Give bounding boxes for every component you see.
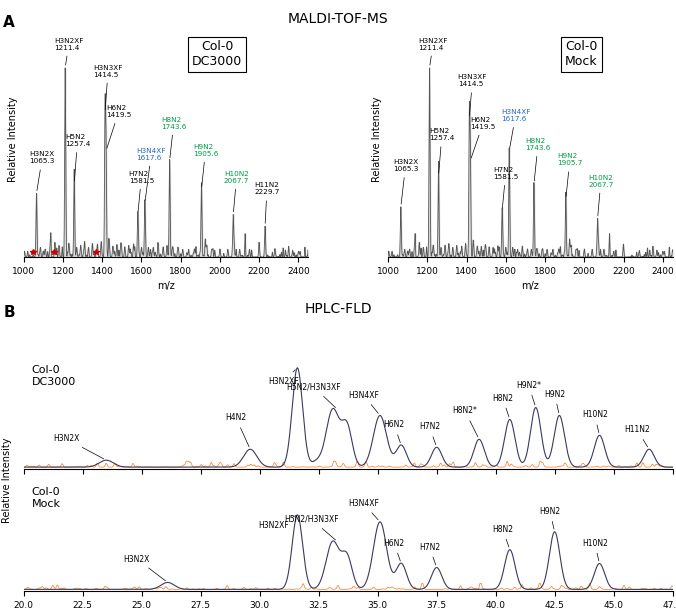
Text: HPLC-FLD: HPLC-FLD [304,302,372,316]
Text: H3N4XF: H3N4XF [348,391,379,413]
Text: H5N2/H3N3XF: H5N2/H3N3XF [284,515,339,540]
Text: H3N2XF
1211.4: H3N2XF 1211.4 [54,38,83,65]
Text: H11N2: H11N2 [625,426,650,447]
Text: B: B [3,305,15,320]
Text: H10N2: H10N2 [582,538,608,561]
Text: A: A [3,15,15,30]
Text: H3N2XF: H3N2XF [268,370,299,386]
Text: H5N2
1257.4: H5N2 1257.4 [429,128,454,173]
Text: H7N2: H7N2 [419,543,440,565]
Text: MALDI-TOF-MS: MALDI-TOF-MS [288,12,388,26]
Text: H3N2X
1065.3: H3N2X 1065.3 [30,152,55,190]
Text: H3N2X: H3N2X [124,554,166,581]
Text: H8N2*: H8N2* [452,407,478,437]
Text: Col-0
DC3000: Col-0 DC3000 [192,41,242,68]
Text: H5N2/H3N3XF: H5N2/H3N3XF [287,383,341,408]
Text: H3N3XF
1414.5: H3N3XF 1414.5 [93,65,123,110]
Text: H9N2*: H9N2* [516,381,541,405]
Text: H3N2X: H3N2X [53,434,104,459]
Text: Relative Intensity: Relative Intensity [2,438,11,523]
Text: Col-0
Mock: Col-0 Mock [32,487,60,509]
Text: H4N2: H4N2 [226,413,249,447]
X-axis label: m/z: m/z [157,282,175,291]
Text: H8N2: H8N2 [492,525,513,547]
Text: H8N2
1743.6: H8N2 1743.6 [161,116,187,158]
Text: Col-0
DC3000: Col-0 DC3000 [32,365,76,387]
Text: H3N4XF
1617.6: H3N4XF 1617.6 [501,109,530,148]
Y-axis label: Relative Intensity: Relative Intensity [372,97,383,182]
X-axis label: m/z: m/z [521,282,539,291]
Text: H3N4XF: H3N4XF [348,499,379,520]
Text: H3N3XF
1414.5: H3N3XF 1414.5 [458,74,487,115]
Text: H6N2
1419.5: H6N2 1419.5 [470,116,496,158]
Text: H7N2
1581.5: H7N2 1581.5 [128,171,154,212]
Text: H9N2: H9N2 [539,507,560,529]
Text: H9N2: H9N2 [544,389,565,413]
Text: H7N2
1581.5: H7N2 1581.5 [493,167,518,208]
Text: H10N2
2067.7: H10N2 2067.7 [224,171,249,212]
Y-axis label: Relative Intensity: Relative Intensity [8,97,18,182]
Text: H6N2: H6N2 [383,538,405,561]
Text: H9N2
1905.6: H9N2 1905.6 [193,144,218,187]
Text: H8N2
1743.6: H8N2 1743.6 [525,138,551,181]
Text: H3N4XF
1617.6: H3N4XF 1617.6 [137,147,166,200]
Text: H9N2
1905.7: H9N2 1905.7 [557,153,583,197]
Text: H3N2X
1065.3: H3N2X 1065.3 [393,159,418,204]
Text: H6N2
1419.5: H6N2 1419.5 [106,105,131,148]
Text: H11N2
2229.7: H11N2 2229.7 [254,182,280,224]
Text: Col-0
Mock: Col-0 Mock [565,41,598,68]
Text: H3N2XF
1211.4: H3N2XF 1211.4 [418,38,448,65]
Text: H10N2
2067.7: H10N2 2067.7 [588,174,614,216]
Text: H10N2: H10N2 [582,410,608,432]
Text: H6N2: H6N2 [383,420,405,443]
Text: H7N2: H7N2 [419,423,440,445]
Text: H5N2
1257.4: H5N2 1257.4 [65,134,91,181]
Text: H3N2XF: H3N2XF [258,516,295,530]
Text: H8N2: H8N2 [492,394,513,417]
